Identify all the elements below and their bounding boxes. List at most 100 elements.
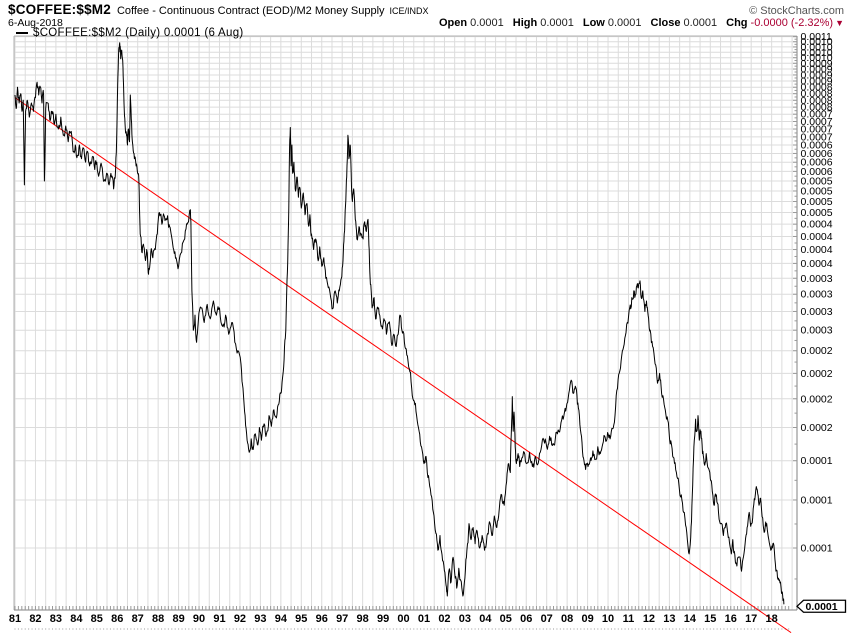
- last-price-flag: 0.0001: [796, 599, 847, 613]
- x-axis-label: 13: [663, 613, 675, 625]
- y-axis-label: 0.0001: [801, 494, 833, 506]
- vertical-gridlines: [14, 36, 793, 610]
- y-axis-label: 0.0003: [801, 273, 833, 285]
- x-axis-label: 90: [193, 613, 205, 625]
- x-axis-label: 14: [684, 613, 697, 625]
- symbol-description: Coffee - Continuous Contract (EOD)/M2 Mo…: [116, 5, 385, 17]
- last-price-label: 0.0001: [806, 601, 838, 613]
- x-axis-label: 02: [438, 613, 450, 625]
- y-axis-label: 0.0007: [801, 116, 833, 128]
- x-axis-label: 89: [172, 613, 184, 625]
- high-quote: High 0.0001: [512, 17, 574, 29]
- x-axis-label: 17: [745, 613, 757, 625]
- x-axis-label: 85: [91, 613, 103, 625]
- chg-down-icon: ▼: [835, 18, 844, 28]
- y-axis-label: 0.0011: [801, 31, 832, 43]
- trendline: [14, 97, 792, 633]
- close-quote: Close 0.0001: [650, 17, 718, 29]
- x-axis-label: 87: [132, 613, 144, 625]
- y-axis-label: 0.0003: [801, 289, 833, 301]
- x-axis-label: 83: [50, 613, 62, 625]
- y-axis-label: 0.0010: [801, 52, 833, 64]
- x-axis-label: 00: [397, 613, 409, 625]
- y-axis-label: 0.0004: [801, 258, 833, 270]
- exchange-label: ICE/INDX: [389, 6, 429, 16]
- y-axis-label: 0.0002: [801, 422, 833, 434]
- y-axis-label: 0.0002: [801, 368, 833, 380]
- y-axis-label: 0.0007: [801, 124, 833, 136]
- y-axis-label: 0.0002: [801, 345, 833, 357]
- x-axis-label: 18: [766, 613, 778, 625]
- x-axis-label: 01: [418, 613, 430, 625]
- x-axis-label: 92: [234, 613, 246, 625]
- y-axis-ticks: [793, 36, 797, 580]
- quote-date: 6-Aug-2018: [8, 17, 63, 29]
- y-axis-label: 0.0005: [801, 175, 833, 187]
- y-axis-label: 0.0005: [801, 185, 833, 197]
- x-axis-label: 12: [643, 613, 655, 625]
- x-axis-labels: 81 82 83 84 85 86 87 88 89 90 91 92 93 94 95 96 97 98 99 00…: [9, 613, 778, 625]
- change-quote: Chg -0.0000 (-2.32%) ▼: [726, 17, 844, 29]
- y-axis-label: 0.0007: [801, 131, 833, 143]
- x-axis-label: 96: [316, 613, 328, 625]
- x-axis-ticks: [14, 606, 790, 630]
- y-axis-label: 0.0009: [801, 76, 833, 88]
- y-axis-label: 0.0010: [801, 47, 833, 59]
- y-axis-label: 0.0008: [801, 102, 833, 114]
- y-axis-label: 0.0009: [801, 58, 833, 70]
- x-axis-label: 09: [581, 613, 593, 625]
- y-axis-label: 0.0004: [801, 231, 833, 243]
- x-axis-label: 93: [254, 613, 266, 625]
- y-axis-label: 0.0003: [801, 325, 833, 337]
- y-axis-label: 0.0008: [801, 95, 833, 107]
- x-axis-label: 98: [357, 613, 369, 625]
- y-axis-label: 0.0006: [801, 166, 833, 178]
- x-axis-label: 97: [336, 613, 348, 625]
- y-axis-label: 0.0005: [801, 196, 833, 208]
- quote-row: 6-Aug-2018 Open 0.0001 High 0.0001 Low 0.00…: [8, 17, 844, 29]
- x-axis-label: 95: [295, 613, 307, 625]
- legend-label: $COFFEE:$$M2 (Daily) 0.0001 (6 Aug): [33, 27, 244, 39]
- x-axis-label: 91: [213, 613, 225, 625]
- y-axis-label: 0.0009: [801, 69, 833, 81]
- y-axis-label: 0.0010: [801, 41, 833, 53]
- x-axis-label: 81: [9, 613, 21, 625]
- x-axis-label: 99: [377, 613, 389, 625]
- y-axis-label: 0.0009: [801, 64, 833, 76]
- copyright-text: © StockCharts.com: [749, 5, 844, 17]
- y-axis-label: 0.0005: [801, 207, 833, 219]
- y-axis-label: 0.0008: [801, 88, 833, 100]
- x-axis-label: 86: [111, 613, 123, 625]
- low-quote: Low 0.0001: [582, 17, 642, 29]
- y-axis-label: 0.0006: [801, 140, 833, 152]
- y-axis-label: 0.0001: [801, 543, 833, 555]
- y-axis-label: 0.0004: [801, 244, 833, 256]
- y-axis-labels: 0.0001 0.0001 0.0001 0.0002 0.0002 0.0002 0.00…: [801, 31, 833, 554]
- title-row: $COFFEE:$$M2 Coffee - Continuous Contrac…: [8, 2, 844, 17]
- x-axis-label: 84: [70, 613, 83, 625]
- x-axis-label: 82: [29, 613, 41, 625]
- x-axis-label: 11: [623, 613, 635, 625]
- x-axis-label: 16: [725, 613, 737, 625]
- y-axis-label: 0.0001: [801, 455, 833, 467]
- y-axis-label: 0.0002: [801, 393, 833, 405]
- x-axis-label: 88: [152, 613, 164, 625]
- y-axis-label: 0.0004: [801, 219, 833, 231]
- y-axis-label: 0.0006: [801, 148, 833, 160]
- ohlc-quote: Open 0.0001 High 0.0001 Low 0.0001 Close 0.0…: [430, 17, 844, 29]
- x-axis-label: 94: [275, 613, 288, 625]
- symbol-title: $COFFEE:$$M2: [8, 2, 111, 17]
- price-line: [14, 42, 785, 605]
- y-axis-label: 0.0006: [801, 157, 833, 169]
- chart-legend: $COFFEE:$$M2 (Daily) 0.0001 (6 Aug): [16, 27, 244, 39]
- x-axis-label: 08: [561, 613, 573, 625]
- x-axis-label: 05: [500, 613, 512, 625]
- y-axis-label: 0.0010: [801, 36, 833, 48]
- y-axis-label: 0.0008: [801, 82, 833, 94]
- x-axis-label: 15: [704, 613, 716, 625]
- x-axis-label: 06: [520, 613, 532, 625]
- x-axis-label: 03: [459, 613, 471, 625]
- series-line-swatch: [16, 32, 28, 34]
